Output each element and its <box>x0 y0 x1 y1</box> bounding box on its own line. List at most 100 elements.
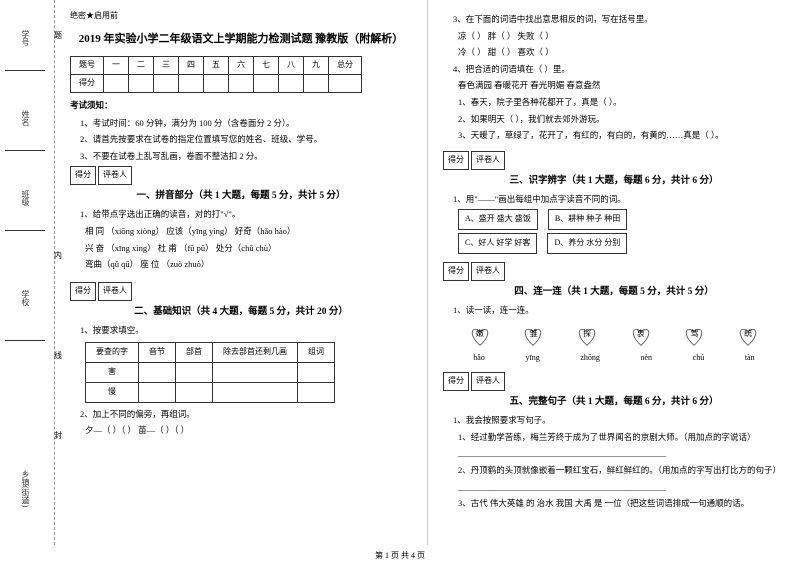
cell[interactable] <box>304 75 329 93</box>
cell: 总分 <box>329 57 362 75</box>
score-label: 得分 <box>443 372 469 391</box>
notice-item: 2、请首先按要求在试卷的指定位置填写您的姓名、班级、学号。 <box>80 133 412 147</box>
th: 音节 <box>139 343 176 363</box>
sec5-line: 3、古代 伟大英雄 的 治水 我国 大禹 是 一位（把这些词语排成一句通顺的话。 <box>458 497 785 511</box>
cell: 一 <box>104 57 129 75</box>
cell: 九 <box>304 57 329 75</box>
heart-icon: 衷 <box>626 323 656 347</box>
hearts-row: 嫩 雏 探 衷 驾 统 <box>453 323 775 347</box>
q3-line: 凉（ ） 胖（ ） 失败（ ） <box>458 30 785 44</box>
cell[interactable] <box>204 75 229 93</box>
opt-row: C、好人 好学 好客 D、养分 水分 分别 <box>458 233 785 254</box>
opt: B、耕种 种子 种田 <box>548 209 627 230</box>
cell[interactable] <box>154 75 179 93</box>
page-footer: 第 1 页 共 4 页 <box>0 550 800 561</box>
q4-line: 2、如果明天（ ），我们就去郊外游玩。 <box>458 113 785 127</box>
heart-char: 雏 <box>529 328 537 341</box>
pinyin-line: 弯曲（qǔ qū） 座 位 （zuò zhuò） <box>85 258 412 272</box>
opt: D、养分 水分 分别 <box>547 233 627 254</box>
cell[interactable] <box>139 382 176 402</box>
margin-line <box>5 340 45 341</box>
heart-icon: 驾 <box>679 323 709 347</box>
score-mini: 得分评卷人 <box>443 262 785 281</box>
q4: 4、把合适的词语填在（ ）里。 <box>453 63 785 77</box>
score-mini: 得分评卷人 <box>70 282 412 301</box>
sec4-title: 四、连一连（共 1 大题，每题 5 分，共计 5 分） <box>443 285 785 300</box>
grader-label: 评卷人 <box>471 262 505 281</box>
sec5-line: ________________________________________… <box>458 481 785 495</box>
pinyin: hǎo <box>473 352 485 365</box>
notice-head: 考试须知： <box>70 99 412 113</box>
cell: 二 <box>129 57 154 75</box>
side-nei: 内 <box>54 250 62 261</box>
q4-line: 1、春天，院子里各种花都开了，真是（ ）。 <box>458 96 785 110</box>
cell[interactable] <box>139 363 176 383</box>
heart-icon: 统 <box>733 323 763 347</box>
sec2-title: 二、基础知识（共 4 大题，每题 5 分，共计 20 分） <box>70 305 412 320</box>
heart-icon: 嫩 <box>465 323 495 347</box>
grader-label: 评卷人 <box>471 151 505 170</box>
pinyin: chú <box>693 352 705 365</box>
score-label: 得分 <box>70 166 96 185</box>
cell: 害 <box>86 363 139 383</box>
side-feng: 封 <box>54 430 62 441</box>
grader-label: 评卷人 <box>98 166 132 185</box>
sec2-q2: 2、加上不同的偏旁，再组词。 <box>80 408 412 422</box>
sec5-line: 2、丹顶鹤的头顶就像嵌着一颗红宝石，鲜红鲜红的。（用加点的字写出打比方的句子） <box>458 464 785 478</box>
q3-line: 冷（ ） 甜（ ） 喜欢（ ） <box>458 46 785 60</box>
content: 绝密★启用前 2019 年实验小学二年级语文上学期能力检测试题 豫教版（附解析）… <box>55 0 800 545</box>
heart-char: 探 <box>583 328 591 341</box>
cell: 六 <box>229 57 254 75</box>
binding-margin: 学号 姓名 班级 学校 乡镇(街道) 题 内 线 封 <box>0 0 55 545</box>
sec1-title: 一、拼音部分（共 1 大题，每题 5 分，共计 5 分） <box>70 189 412 204</box>
pinyin-row: hǎo yīng zhōng nèn chú tàn <box>453 352 775 365</box>
sec5-q: 1、我会按照要求写句子。 <box>453 414 785 428</box>
opt: C、好人 好学 好客 <box>458 233 537 254</box>
sec2-q2line: 夕—（ ）（ ） 苗—（ ）（ ） <box>85 424 412 438</box>
heart-char: 驾 <box>690 328 698 341</box>
table-row: 害 <box>86 363 335 383</box>
heart-icon: 雏 <box>518 323 548 347</box>
cell[interactable] <box>213 363 298 383</box>
score-table: 题号 一 二 三 四 五 六 七 八 九 总分 得分 <box>70 56 362 93</box>
q4-line: 3、天暖了，草绿了，花开了，有红的，有白的，有黄的……真是（ ）。 <box>458 129 785 143</box>
cell[interactable] <box>176 363 213 383</box>
cell: 五 <box>204 57 229 75</box>
cell: 七 <box>254 57 279 75</box>
cell[interactable] <box>298 363 335 383</box>
cell[interactable] <box>254 75 279 93</box>
cell: 题号 <box>71 57 104 75</box>
cell[interactable] <box>229 75 254 93</box>
sec5-line: 1、经过勤学苦练，梅兰芳终于成为了世界闻名的京剧大师。（用加点的字说话） <box>458 431 785 445</box>
q4-opts: 春色满园 春暖花开 春光明媚 春意盎然 <box>458 79 785 93</box>
cell: 慢 <box>86 382 139 402</box>
cell[interactable] <box>279 75 304 93</box>
cell: 八 <box>279 57 304 75</box>
right-column: 3、在下面的词语中找出意思相反的词，写在括号里。 凉（ ） 胖（ ） 失败（ ）… <box>428 0 800 545</box>
table-row: 题号 一 二 三 四 五 六 七 八 九 总分 <box>71 57 362 75</box>
cell[interactable] <box>129 75 154 93</box>
cell[interactable] <box>213 382 298 402</box>
heart-char: 嫩 <box>476 328 484 341</box>
margin-line <box>5 150 45 151</box>
q3: 3、在下面的词语中找出意思相反的词，写在括号里。 <box>453 13 785 27</box>
pinyin: zhōng <box>580 352 600 365</box>
margin-xuexiao: 学校 <box>20 290 31 306</box>
opt-row: A、盛开 盛大 盛饭 B、耕种 种子 种田 <box>458 209 785 230</box>
left-column: 绝密★启用前 2019 年实验小学二年级语文上学期能力检测试题 豫教版（附解析）… <box>55 0 428 545</box>
cell[interactable] <box>179 75 204 93</box>
score-label: 得分 <box>443 262 469 281</box>
cell[interactable] <box>104 75 129 93</box>
cell[interactable] <box>329 75 362 93</box>
table-row: 要查的字 音节 部首 除去部首还剩几画 组词 <box>86 343 335 363</box>
margin-banji: 班级 <box>20 190 31 206</box>
cell[interactable] <box>176 382 213 402</box>
th: 除去部首还剩几画 <box>213 343 298 363</box>
heart-char: 衷 <box>637 328 645 341</box>
cell: 四 <box>179 57 204 75</box>
sec3-q: 1、用"——"画出每组中加点字读音不同的词。 <box>453 193 785 207</box>
page: 学号 姓名 班级 学校 乡镇(街道) 题 内 线 封 绝密★启用前 2019 年… <box>0 0 800 545</box>
score-label: 得分 <box>443 151 469 170</box>
exam-title: 2019 年实验小学二年级语文上学期能力检测试题 豫教版（附解析） <box>70 31 412 49</box>
cell[interactable] <box>298 382 335 402</box>
